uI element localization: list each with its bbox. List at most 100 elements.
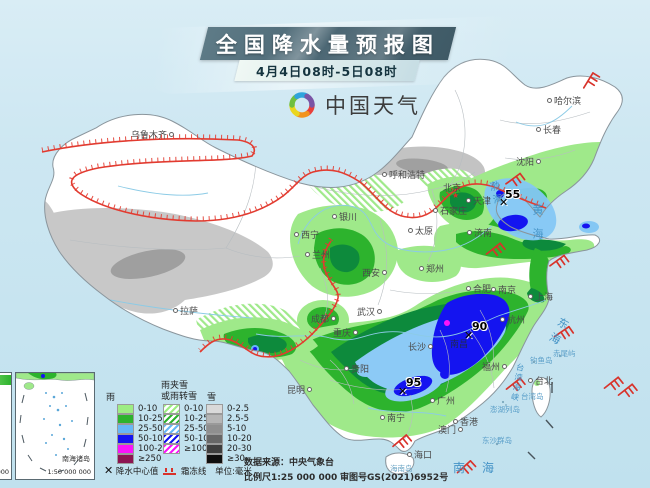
legend-item: ≥30 bbox=[206, 453, 245, 464]
legend-item: 20-30 bbox=[206, 443, 252, 454]
inset-partial-coast bbox=[0, 375, 11, 385]
precip-value: 90 bbox=[472, 320, 488, 333]
island-label: 海南岛 bbox=[390, 464, 413, 473]
subtitle-banner: 4月4日08时-5日08时 bbox=[234, 60, 420, 81]
legend-item: ≥250 bbox=[117, 453, 161, 464]
inset-partial-scale: 1:50 000 000 bbox=[0, 468, 9, 476]
logo-text: 中国天气 bbox=[325, 94, 421, 118]
city-label: 合肥 bbox=[466, 286, 491, 295]
precip-center-icon: ✕ bbox=[464, 329, 474, 342]
city-label: 济南 bbox=[467, 230, 492, 239]
legend-snow-title: 雪 bbox=[207, 393, 217, 403]
city-label: 西宁 bbox=[294, 232, 319, 241]
city-label: 南昌 bbox=[450, 340, 469, 350]
island-label: 赤尾屿 bbox=[553, 349, 576, 358]
data-source: 数据来源：中央气象台 bbox=[244, 458, 335, 468]
swatch bbox=[117, 423, 134, 434]
city-label: 沈阳 bbox=[516, 159, 541, 168]
legend-sleet-title: 雨夹雪 bbox=[161, 381, 189, 391]
legend-markers-row: ✕ 降水中心值 霜冻线 单位:毫米 bbox=[104, 464, 252, 477]
map-scale: 比例尺1:25 000 000 bbox=[244, 473, 338, 483]
swatch bbox=[117, 413, 134, 424]
city-label: 广州 bbox=[430, 398, 455, 407]
city-label: 天津 bbox=[466, 198, 491, 207]
forecast-period: 4月4日08时-5日08时 bbox=[256, 64, 398, 79]
swatch bbox=[206, 443, 223, 454]
city-label: 哈尔滨 bbox=[547, 98, 581, 107]
city-label: 乌鲁木齐 bbox=[131, 132, 174, 141]
swatch bbox=[206, 423, 223, 434]
legend-item: 2.5-5 bbox=[206, 413, 249, 424]
city-label: 贵阳 bbox=[344, 366, 369, 375]
legend-item: 0-10 bbox=[163, 403, 203, 414]
sea-label: 黄海 bbox=[531, 204, 544, 252]
sea-precip bbox=[484, 178, 599, 241]
city-label: 呼和浩特 bbox=[382, 172, 425, 181]
precip-value: 55 bbox=[505, 188, 521, 201]
china-weather-logo-icon bbox=[289, 92, 315, 118]
logo: 中国天气 bbox=[287, 90, 421, 120]
city-label: 长沙 bbox=[408, 344, 433, 353]
city-label: 福州 bbox=[482, 364, 507, 373]
city-label: 石家庄 bbox=[433, 208, 467, 217]
city-label: 香港 bbox=[453, 419, 478, 428]
small-islands bbox=[495, 354, 562, 446]
swatch-hatched bbox=[163, 433, 180, 444]
capital-star-icon: ★ bbox=[452, 191, 460, 200]
city-label: 银川 bbox=[332, 214, 357, 223]
swatch bbox=[206, 453, 223, 464]
swatch bbox=[117, 433, 134, 444]
sea-label: 南海 bbox=[453, 461, 512, 475]
precip-center-icon: ✕ bbox=[499, 196, 509, 209]
swatch bbox=[206, 433, 223, 444]
city-label: 北京 bbox=[443, 184, 462, 194]
frost-line-icon bbox=[163, 466, 177, 475]
precip-center-icon: ✕ bbox=[398, 385, 408, 398]
legend-item: 50-100 bbox=[117, 433, 168, 444]
swatch-hatched bbox=[163, 413, 180, 424]
legend-item: 0-2.5 bbox=[206, 403, 249, 414]
inset-map-partial: 1:50 000 000 bbox=[0, 372, 12, 480]
city-label: 海口 bbox=[407, 452, 432, 461]
legend-item: 10-20 bbox=[206, 433, 252, 444]
precip-value: 95 bbox=[406, 376, 422, 389]
legend-sleet-title2: 或雨转雪 bbox=[161, 392, 198, 402]
swatch-hatched bbox=[163, 443, 180, 454]
city-label: 太原 bbox=[408, 228, 433, 237]
city-label: 南宁 bbox=[380, 415, 405, 424]
swatch-hatched bbox=[163, 403, 180, 414]
island-label: 钓鱼岛 bbox=[530, 356, 553, 365]
page-title: 全国降水量预报图 bbox=[216, 32, 440, 57]
precip-center-label: 降水中心值 bbox=[115, 467, 159, 477]
island-label: 东沙群岛 bbox=[482, 436, 512, 445]
city-label: 郑州 bbox=[419, 266, 444, 275]
swatch bbox=[206, 403, 223, 414]
city-label: 兰州 bbox=[305, 252, 330, 261]
city-label: 重庆 bbox=[333, 330, 358, 339]
city-label: 西安 bbox=[362, 270, 387, 279]
inset-scale: 1:50 000 000 bbox=[47, 468, 91, 476]
city-label: 上海 bbox=[528, 294, 553, 303]
city-label: 成都 bbox=[311, 316, 336, 325]
swatch bbox=[117, 403, 134, 414]
frost-line bbox=[41, 134, 547, 358]
frost-line-label: 霜冻线 bbox=[180, 467, 207, 477]
island-label: 台湾岛 bbox=[521, 392, 544, 401]
city-label: 台北 bbox=[528, 378, 553, 387]
legend-item: 25-50 bbox=[117, 423, 163, 434]
city-label: 长春 bbox=[536, 127, 561, 136]
legend-item: 5-10 bbox=[206, 423, 246, 434]
legend-rain-title: 雨 bbox=[106, 393, 116, 403]
inset-map-graphic bbox=[15, 372, 95, 473]
legend-item: 25-50 bbox=[163, 423, 209, 434]
legend-item: 10-25 bbox=[163, 413, 209, 424]
approval-number: 审图号GS(2021)6952号 bbox=[340, 473, 449, 483]
city-label: 澳门 bbox=[438, 427, 463, 436]
city-label: 武汉 bbox=[357, 309, 382, 318]
city-label: 杭州 bbox=[500, 317, 525, 326]
city-label: 昆明 bbox=[287, 387, 312, 396]
swatch bbox=[117, 453, 134, 464]
title-banner: 全国降水量预报图 bbox=[199, 27, 457, 60]
inset-map-south-china-sea: 南海诸岛 1:50 000 000 bbox=[15, 372, 95, 480]
